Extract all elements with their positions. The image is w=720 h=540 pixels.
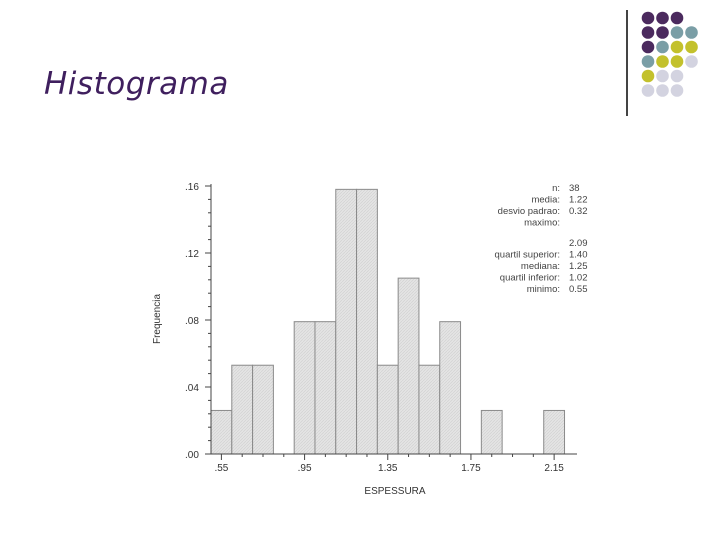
stat-value: 1.40 [569,250,588,261]
stat-label: mediana: [521,261,560,272]
stat-value: 0.55 [569,284,588,295]
y-axis-title: Frequencia [152,294,163,344]
stat-label: quartil superior: [495,250,560,261]
histogram-bar [356,188,378,455]
corner-divider-line [626,10,628,116]
decorative-dot [656,40,669,54]
stat-label: media: [531,195,560,206]
decorative-dot [685,26,698,39]
decorative-dot [641,11,655,25]
stat-value: 0.32 [569,206,588,217]
histogram-bar [439,321,462,455]
stat-value: 38 [569,183,580,194]
decorative-dot [685,40,698,54]
histogram-bar [543,409,566,455]
decorative-dot [670,11,684,25]
decorative-dot [656,11,669,25]
histogram-bar [480,409,503,455]
x-tick-label: 1.35 [378,463,398,474]
decorative-dot-grid [641,11,698,97]
x-tick-label: 2.15 [544,463,564,474]
histogram-bar [210,409,233,455]
y-tick-label: .00 [185,450,199,461]
x-tick-label: .55 [214,463,228,474]
decorative-dot [656,26,669,39]
x-tick-label: 1.75 [461,463,481,474]
decorative-dot [656,69,669,83]
y-tick-label: .12 [185,249,199,260]
stat-label: quartil inferior: [500,273,560,284]
histogram-bar [397,277,420,455]
decorative-dot [670,26,684,39]
stat-label: minimo: [527,284,560,295]
stat-value: 2.09 [569,238,588,249]
x-tick-label: .95 [298,463,312,474]
decorative-dot [656,55,669,68]
decorative-dot [670,40,684,54]
decorative-dot [685,55,698,68]
x-axis-title: ESPESSURA [364,486,425,497]
y-tick-label: .08 [185,316,199,327]
histogram-bar [314,321,337,455]
decorative-dot [670,69,684,83]
y-tick-label: .16 [185,182,199,193]
slide-title: Histograma [44,66,229,102]
stat-value: 1.25 [569,261,588,272]
stat-value: 1.22 [569,195,588,206]
decorative-dot [641,40,655,54]
decorative-dot [641,69,655,83]
stat-label: n: [552,183,560,194]
histogram-bar [293,321,316,455]
histogram-bar [252,364,274,455]
histogram-bar [335,188,358,455]
decorative-dot [670,55,684,68]
stat-label: desvio padrao: [498,206,560,217]
decorative-dot [670,84,684,97]
stat-value: 1.02 [569,273,588,284]
decorative-dot [641,84,655,97]
histogram-bar [376,364,399,455]
histogram-bar [231,364,254,455]
histogram-bar [418,364,441,455]
decorative-dot [641,26,655,39]
stat-label: maximo: [524,218,560,229]
decorative-dot [656,84,669,97]
y-tick-label: .04 [185,383,199,394]
decorative-dot [641,55,655,68]
